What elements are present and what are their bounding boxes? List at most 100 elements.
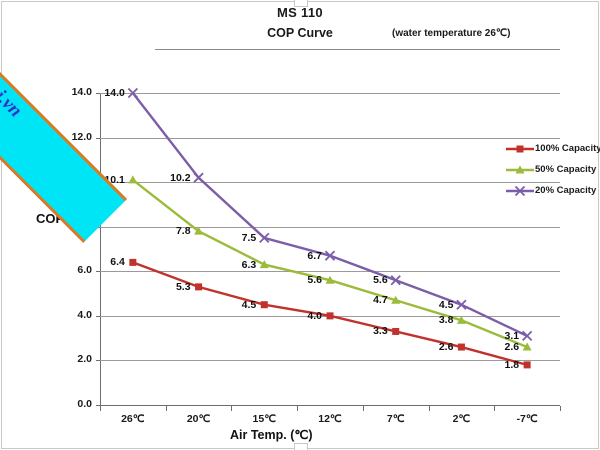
- data-point-marker: [259, 232, 270, 243]
- data-point-marker: [259, 260, 269, 269]
- data-point-marker: [129, 258, 137, 266]
- y-axis-line: [100, 93, 101, 406]
- data-point-label: 5.6: [307, 274, 322, 287]
- y-axis-tick-label: 4.0: [77, 308, 92, 321]
- y-axis-tick-mark: [96, 271, 100, 272]
- legend-item: 50% Capacity: [505, 159, 600, 180]
- data-point-label: 7.5: [241, 231, 257, 244]
- data-point-label: 7.8: [175, 225, 191, 238]
- x-axis-tick-label: 20℃: [186, 413, 211, 425]
- data-point-label: 4.0: [307, 309, 322, 322]
- data-point-label: 6.7: [307, 249, 322, 262]
- series-line: [132, 178, 528, 349]
- data-point-marker: [127, 87, 138, 99]
- x-axis-tick-mark: [560, 406, 561, 411]
- data-point-label: 14.0: [104, 87, 125, 99]
- data-point-label: 4.7: [373, 294, 388, 307]
- data-point-marker: [523, 361, 531, 369]
- x-axis-tick-mark: [100, 406, 101, 411]
- top-notch: [294, 0, 308, 7]
- data-point-marker: [514, 185, 526, 196]
- legend: 100% Capacity 50% Capacity 20% Capacity: [505, 138, 600, 201]
- data-point-marker: [522, 342, 532, 351]
- bottom-notch: [294, 443, 308, 450]
- y-axis-tick-mark: [96, 316, 100, 317]
- x-axis-tick-mark: [297, 406, 298, 411]
- legend-marker-icon: [505, 184, 535, 198]
- legend-marker-icon: [505, 142, 535, 156]
- data-point-label: 3.1: [504, 329, 520, 342]
- data-point-label: 3.3: [373, 325, 388, 338]
- x-axis-tick-mark: [363, 406, 364, 411]
- data-point-marker: [457, 343, 465, 351]
- water-temperature-note: (water temperature 26℃): [392, 28, 511, 39]
- data-point-marker: [515, 165, 525, 173]
- x-axis-tick-label: 7℃: [386, 413, 405, 425]
- chart-model-title: MS 110: [277, 5, 323, 20]
- data-point-label: 2.6: [438, 341, 454, 354]
- x-axis-tick-label: -7℃: [516, 413, 538, 425]
- y-axis-tick-mark: [96, 93, 100, 94]
- legend-label: 100% Capacity: [535, 143, 600, 154]
- gridline: [100, 138, 560, 139]
- data-point-marker: [392, 327, 400, 335]
- legend-item: 100% Capacity: [505, 138, 600, 159]
- data-point-marker: [522, 330, 533, 342]
- legend-marker-icon: [505, 163, 535, 177]
- y-axis-tick-mark: [96, 405, 100, 406]
- gridline: [100, 271, 560, 272]
- data-point-marker: [390, 275, 401, 286]
- data-point-label: 10.2: [170, 171, 191, 184]
- x-axis-title: Air Temp. (℃): [230, 428, 313, 442]
- x-axis-tick-mark: [166, 406, 167, 411]
- x-axis-tick-mark: [494, 406, 495, 411]
- data-point-label: 3.8: [438, 314, 454, 327]
- y-axis-tick-label: 14.0: [71, 86, 92, 98]
- data-point-marker: [326, 312, 334, 320]
- data-point-marker: [260, 301, 268, 309]
- data-point-marker: [516, 145, 524, 152]
- data-point-label: 6.3: [241, 258, 257, 271]
- y-axis-tick-label: 2.0: [77, 353, 92, 366]
- x-axis-tick-label: 26℃: [121, 413, 145, 425]
- data-point-label: 1.8: [504, 358, 520, 371]
- data-point-label: 6.4: [110, 256, 125, 269]
- data-point-label: 2.6: [504, 341, 520, 354]
- y-axis-tick-label: 0.0: [77, 398, 92, 410]
- y-axis-tick-label: 6.0: [77, 264, 92, 277]
- data-point-label: 4.5: [438, 298, 454, 311]
- legend-label: 20% Capacity: [535, 185, 597, 196]
- data-point-label: 4.5: [241, 298, 257, 311]
- data-point-marker: [193, 172, 204, 183]
- y-axis-tick-label: 12.0: [71, 130, 92, 143]
- series-line: [131, 92, 528, 337]
- x-axis-tick-label: 15℃: [252, 413, 277, 425]
- y-axis-tick-mark: [96, 138, 100, 139]
- data-point-label: 5.3: [175, 280, 191, 293]
- data-point-marker: [194, 226, 204, 235]
- x-axis-tick-mark: [231, 406, 232, 411]
- x-axis-tick-label: 2℃: [452, 413, 471, 425]
- gridline: [100, 93, 560, 94]
- data-point-marker: [128, 175, 138, 184]
- data-point-label: 5.6: [373, 274, 388, 287]
- data-point-marker: [391, 295, 401, 304]
- gridline: [100, 360, 560, 361]
- x-axis-line: [100, 405, 560, 406]
- y-axis-tick-mark: [96, 360, 100, 361]
- chart-subtitle: COP Curve: [267, 26, 333, 40]
- header-divider: [155, 49, 560, 50]
- x-axis-tick-mark: [429, 406, 430, 411]
- data-point-marker: [456, 299, 467, 310]
- gridline: [100, 182, 560, 183]
- data-point-marker: [324, 250, 336, 261]
- gridline: [100, 227, 560, 228]
- legend-label: 50% Capacity: [535, 164, 597, 175]
- data-point-marker: [325, 275, 335, 284]
- data-point-marker: [195, 283, 203, 291]
- legend-item: 20% Capacity: [505, 180, 600, 201]
- x-axis-tick-label: 12℃: [318, 413, 342, 425]
- data-point-marker: [456, 315, 466, 324]
